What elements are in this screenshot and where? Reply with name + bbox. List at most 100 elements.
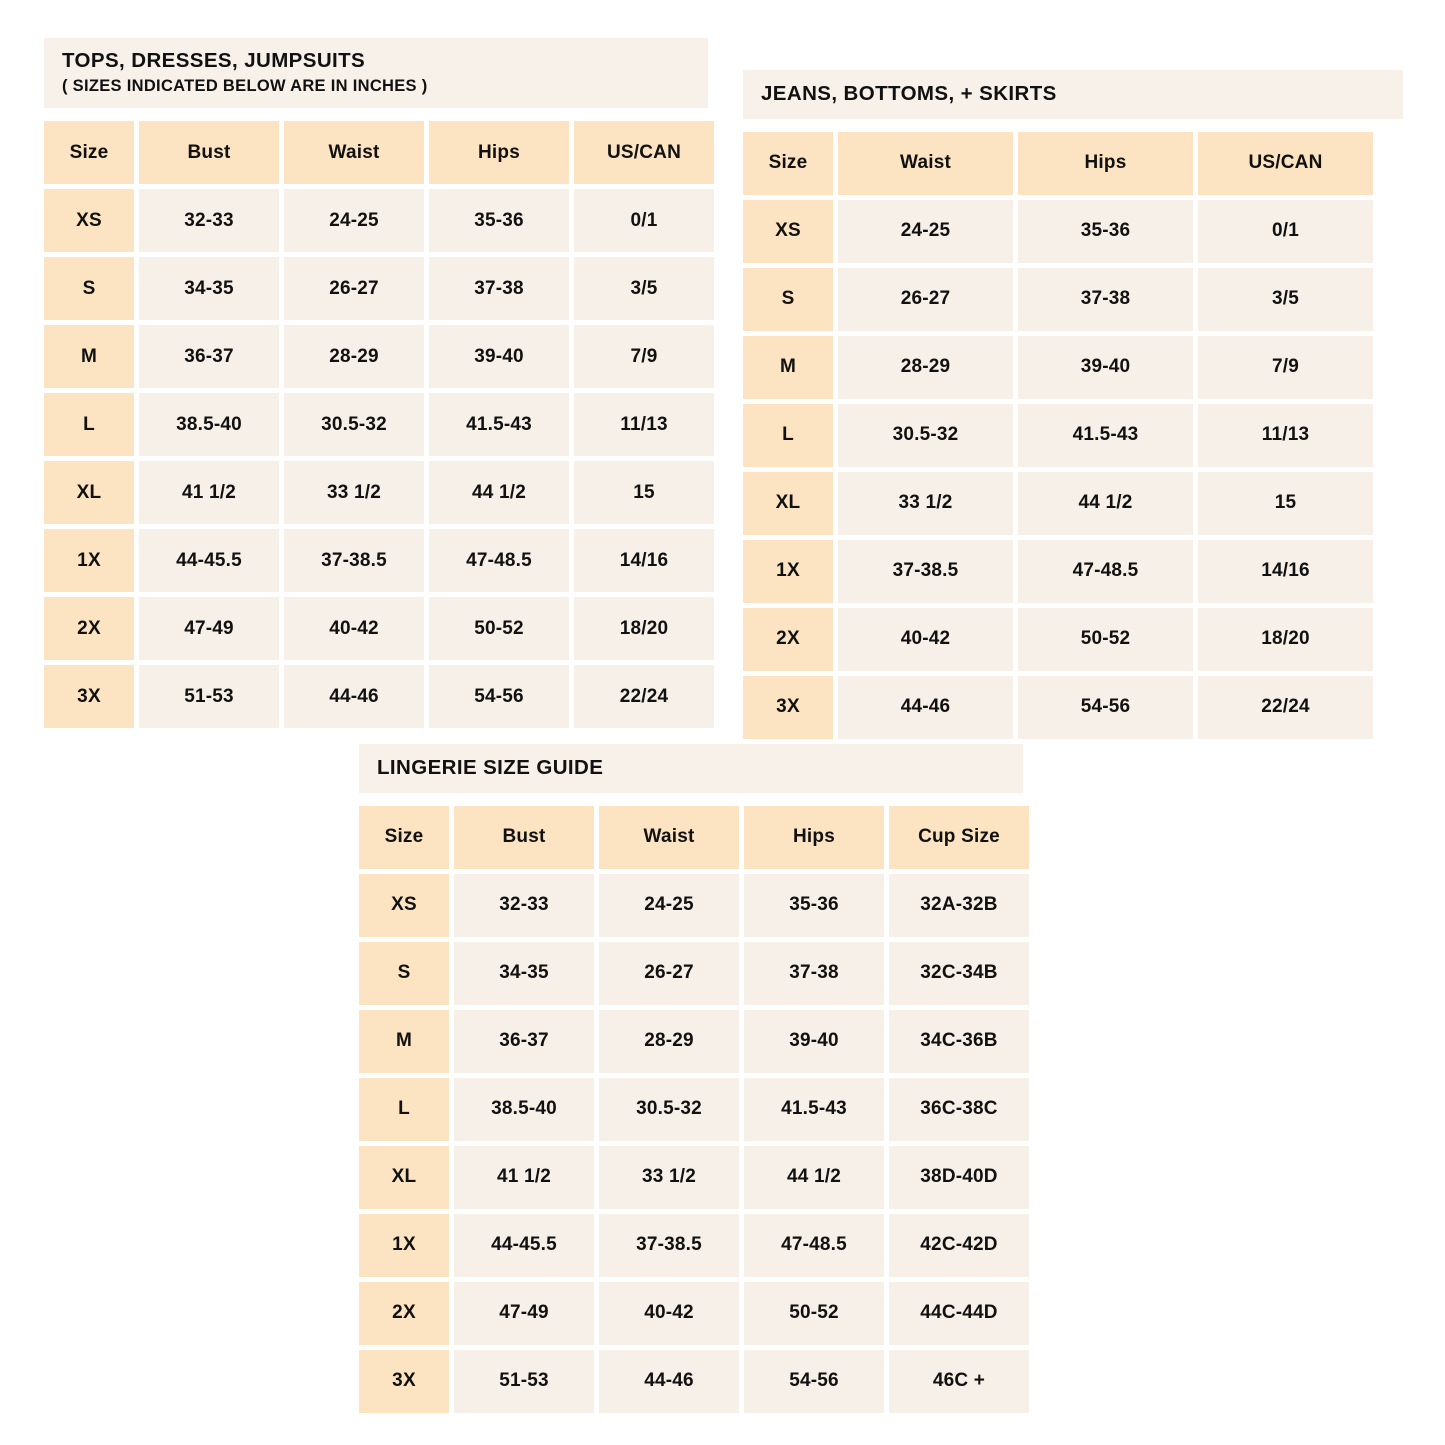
table-cell: 30.5-32 [838,403,1013,467]
table-cell: 18/20 [1198,607,1373,671]
table-cell: 0/1 [1198,199,1373,263]
table-cell: 44 1/2 [744,1145,884,1209]
chart-title: JEANS, BOTTOMS, + SKIRTS [761,82,1057,105]
table-cell: 44-46 [599,1349,739,1413]
table-cell: 11/13 [1198,403,1373,467]
table-cell: 35-36 [429,189,569,253]
row-size-label: S [44,257,134,321]
chart-subtitle: ( SIZES INDICATED BELOW ARE IN INCHES ) [62,76,428,95]
row-size-label: 2X [44,597,134,661]
table-cell: 33 1/2 [599,1145,739,1209]
table-cell: 39-40 [1018,335,1193,399]
row-size-label: 1X [743,539,833,603]
table-cell: 36C-38C [889,1077,1029,1141]
table-cell: 32-33 [454,873,594,937]
table-cell: 15 [574,461,714,525]
chart-title-bar: TOPS, DRESSES, JUMPSUITS ( SIZES INDICAT… [44,38,708,109]
row-size-label: XL [359,1145,449,1209]
table-cell: 30.5-32 [599,1077,739,1141]
table-cell: 15 [1198,471,1373,535]
table-cell: 44C-44D [889,1281,1029,1345]
table-cell: 39-40 [744,1009,884,1073]
row-size-label: XS [359,873,449,937]
table-cell: 24-25 [599,873,739,937]
table-cell: 26-27 [284,257,424,321]
table-cell: 41.5-43 [429,393,569,457]
table-cell: 36-37 [139,325,279,389]
table-cell: 14/16 [1198,539,1373,603]
size-chart-lingerie: LINGERIE SIZE GUIDE Size Bust Waist Hips Cup… [359,744,1029,1413]
table-cell: 39-40 [429,325,569,389]
table-cell: 44 1/2 [1018,471,1193,535]
table-cell: 7/9 [574,325,714,389]
table-cell: 37-38.5 [284,529,424,593]
chart-title-bar: JEANS, BOTTOMS, + SKIRTS [743,70,1403,119]
row-size-label: 2X [359,1281,449,1345]
table-cell: 28-29 [599,1009,739,1073]
table-cell: 36-37 [454,1009,594,1073]
column-header-size: Size [359,805,449,869]
column-header-hips: Hips [1018,131,1193,195]
column-header-size: Size [743,131,833,195]
table-cell: 26-27 [599,941,739,1005]
column-header-bust: Bust [139,121,279,185]
row-size-label: 3X [359,1349,449,1413]
table-cell: 22/24 [1198,675,1373,739]
table-cell: 7/9 [1198,335,1373,399]
table-cell: 37-38 [744,941,884,1005]
row-size-label: XS [44,189,134,253]
row-size-label: S [743,267,833,331]
table-cell: 47-48.5 [429,529,569,593]
table-cell: 46C + [889,1349,1029,1413]
row-size-label: M [743,335,833,399]
row-size-label: 1X [44,529,134,593]
chart-title: LINGERIE SIZE GUIDE [377,756,604,779]
row-size-label: 2X [743,607,833,671]
table-cell: 33 1/2 [284,461,424,525]
column-header-bust: Bust [454,805,594,869]
chart-title-bar: LINGERIE SIZE GUIDE [359,744,1023,793]
table-cell: 24-25 [838,199,1013,263]
table-cell: 3/5 [1198,267,1373,331]
table-cell: 0/1 [574,189,714,253]
table-cell: 3/5 [574,257,714,321]
size-table: Size Bust Waist Hips Cup Size XS 32-33 24-25 35-… [359,805,1029,1413]
table-cell: 37-38 [1018,267,1193,331]
size-table: Size Bust Waist Hips US/CAN XS 32-33 24-25 35-36… [44,121,714,729]
table-cell: 44-45.5 [139,529,279,593]
row-size-label: XL [44,461,134,525]
table-cell: 32-33 [139,189,279,253]
table-cell: 41 1/2 [139,461,279,525]
size-chart-tops-dresses-jumpsuits: TOPS, DRESSES, JUMPSUITS ( SIZES INDICAT… [44,38,714,729]
table-cell: 54-56 [744,1349,884,1413]
table-cell: 37-38.5 [838,539,1013,603]
table-cell: 35-36 [1018,199,1193,263]
table-cell: 38D-40D [889,1145,1029,1209]
table-cell: 32A-32B [889,873,1029,937]
table-cell: 32C-34B [889,941,1029,1005]
column-header-hips: Hips [429,121,569,185]
table-cell: 38.5-40 [454,1077,594,1141]
size-chart-jeans-bottoms-skirts: JEANS, BOTTOMS, + SKIRTS Size Waist Hips US… [743,70,1403,739]
table-cell: 40-42 [838,607,1013,671]
column-header-cup-size: Cup Size [889,805,1029,869]
table-cell: 47-48.5 [1018,539,1193,603]
table-cell: 18/20 [574,597,714,661]
row-size-label: M [359,1009,449,1073]
column-header-hips: Hips [744,805,884,869]
table-cell: 40-42 [599,1281,739,1345]
table-cell: 34-35 [139,257,279,321]
table-cell: 11/13 [574,393,714,457]
row-size-label: 3X [44,665,134,729]
table-cell: 34C-36B [889,1009,1029,1073]
column-header-waist: Waist [838,131,1013,195]
table-cell: 47-49 [139,597,279,661]
table-cell: 54-56 [429,665,569,729]
table-cell: 34-35 [454,941,594,1005]
table-cell: 44-45.5 [454,1213,594,1277]
table-cell: 54-56 [1018,675,1193,739]
table-cell: 33 1/2 [838,471,1013,535]
column-header-size: Size [44,121,134,185]
table-cell: 26-27 [838,267,1013,331]
table-cell: 14/16 [574,529,714,593]
